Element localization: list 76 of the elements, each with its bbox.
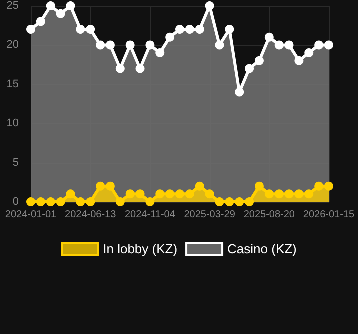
point [274,190,284,199]
x-tick-label: 2024-06-13 [65,210,117,220]
x-tick-label: 2024-11-04 [124,210,176,220]
point [215,40,224,50]
point [245,198,254,206]
point [56,198,66,206]
legend-label: Casino (KZ) [228,242,297,256]
x-tick-label: 2025-08-20 [244,210,296,220]
point [106,182,115,191]
x-tick-label: 2026-01-15 [303,210,356,220]
point [225,198,234,206]
point [136,64,145,74]
point [166,32,175,42]
point [126,40,135,50]
point [26,25,36,34]
point [126,190,135,199]
point [324,40,334,50]
point [146,198,155,206]
point [116,198,125,206]
point [86,25,96,34]
point [146,40,155,50]
point [304,190,314,199]
legend-label: In lobby (KZ) [103,242,178,256]
point [136,190,145,199]
point [106,40,115,50]
point [36,17,46,26]
x-tick-label: 2025-03-29 [184,210,236,220]
point [254,182,264,191]
point [245,64,254,74]
point [66,2,76,10]
point [274,40,284,50]
point [26,198,36,206]
point [235,198,244,206]
point [166,190,175,199]
point [314,182,324,191]
y-tick-label: 15 [6,78,19,90]
point [225,25,234,34]
point [264,190,274,199]
point [264,32,274,42]
point [46,2,56,10]
point [205,190,214,199]
point [66,190,76,199]
y-tick-label: 25 [6,0,19,12]
point [185,25,194,34]
point [176,25,184,34]
point [284,40,294,50]
point [215,198,224,206]
y-tick-label: 5 [12,156,19,169]
point [195,25,204,34]
point [205,2,214,10]
point [176,190,184,199]
point [294,56,304,66]
point [56,9,66,18]
point [156,190,165,199]
point [195,182,204,191]
point [116,64,125,74]
point [76,198,86,206]
point [254,56,264,66]
point [235,88,244,97]
point [76,25,86,34]
y-tick-label: 20 [6,39,19,52]
y-tick-label: 0 [12,196,19,208]
point [96,182,106,191]
point [185,190,194,199]
point [324,182,334,191]
point [96,40,106,50]
y-tick-label: 10 [6,118,19,130]
point [284,190,294,199]
point [86,198,96,206]
point [46,198,56,206]
point [156,48,165,58]
point [294,190,304,199]
point [314,40,324,50]
x-tick-label: 2024-01-01 [5,210,58,220]
point [36,198,46,206]
point [304,48,314,58]
